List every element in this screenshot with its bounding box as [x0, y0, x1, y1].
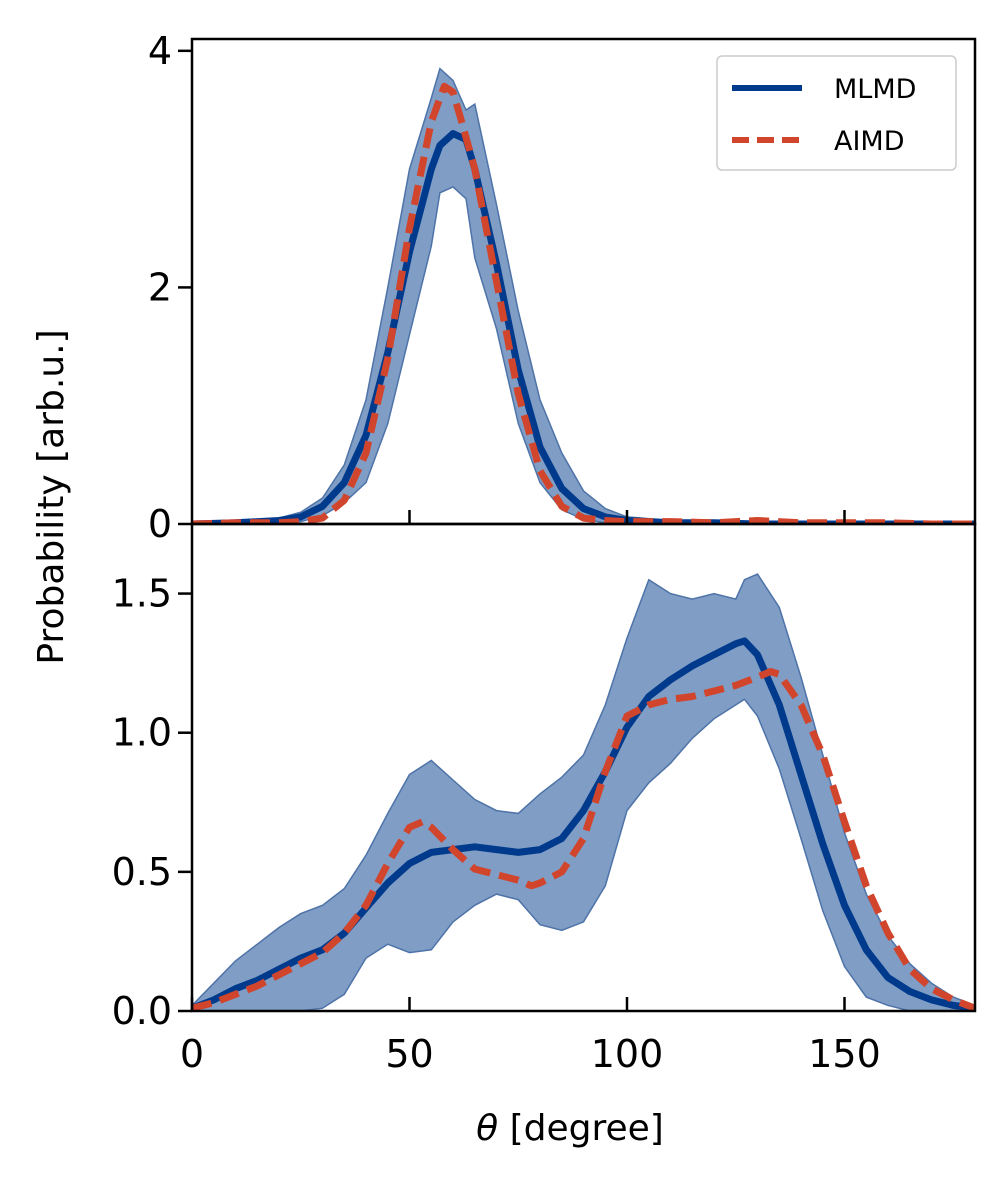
top-mlmd-band [192, 67, 975, 524]
x-tick-label: 100 [591, 1032, 664, 1076]
top-series-lines [192, 82, 975, 524]
x-axis-label: θ [degree] [476, 1108, 664, 1149]
x-tick-label: 150 [808, 1032, 881, 1076]
bottom-series-lines [192, 637, 975, 1011]
bottom-mlmd-std-band [192, 573, 975, 1011]
bottom-y-tick-label: 1.0 [112, 711, 172, 755]
top-ticks: 0 2 4 [148, 29, 846, 546]
y-axis-label: Probability [arb.u.] [31, 329, 72, 664]
top-y-tick-label: 2 [148, 265, 172, 309]
bottom-aimd-line [192, 668, 975, 1011]
legend-mlmd-label: MLMD [834, 74, 916, 105]
bottom-panel: 0 50 100 150 0.0 0.5 1.0 1.5 [112, 522, 977, 1076]
bottom-y-tick-label: 1.5 [112, 572, 172, 616]
x-tick-label: 50 [385, 1032, 433, 1076]
top-aimd-line [192, 82, 975, 524]
x-tick-label: 0 [180, 1032, 204, 1076]
bottom-mlmd-band [192, 573, 975, 1011]
bottom-axes-frame [190, 522, 977, 1013]
top-panel: 0 2 4 MLMD AIMD [148, 29, 977, 546]
legend-box [716, 55, 957, 171]
top-mlmd-std-band [192, 67, 975, 524]
top-y-tick-label: 0 [148, 502, 172, 546]
bottom-y-tick-label: 0.5 [112, 850, 172, 894]
legend-aimd-label: AIMD [834, 126, 905, 157]
bottom-ticks: 0 50 100 150 0.0 0.5 1.0 1.5 [112, 572, 881, 1076]
x-axis-label-symbol: θ [476, 1108, 498, 1149]
top-y-tick-label: 4 [148, 29, 172, 73]
bottom-y-tick-label: 0.0 [112, 989, 172, 1033]
x-axis-label-text: [degree] [498, 1108, 664, 1149]
legend: MLMD AIMD [716, 55, 957, 171]
top-mlmd-line [192, 130, 975, 524]
